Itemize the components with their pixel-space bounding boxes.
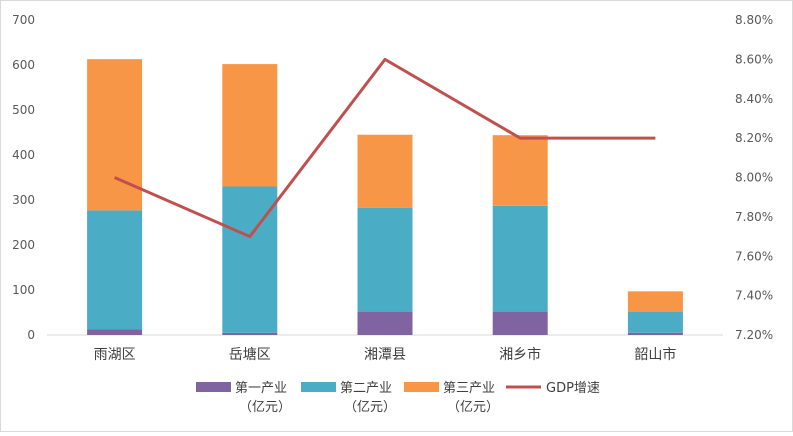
- category-label: 岳塘区: [229, 347, 271, 363]
- line-series-path: [113, 57, 656, 239]
- legend-label: 第二产业: [340, 381, 392, 396]
- left-axis-tick-label: 100: [12, 283, 35, 297]
- bar-segment: [492, 311, 548, 335]
- left-axis-tick-label: 400: [12, 148, 35, 162]
- bar-segment: [492, 135, 548, 206]
- category-labels: 雨湖区 岳塘区 湘潭县 湘乡市 韶山市: [94, 346, 677, 363]
- right-axis-tick-label: 8.00%: [735, 171, 773, 185]
- right-axis-ticks: 7.20% 7.40% 7.60% 7.80% 8.00% 8.20% 8.40% 8.60%…: [735, 13, 773, 342]
- category-label: 湘乡市: [499, 346, 541, 363]
- right-axis-tick-label: 7.20%: [735, 328, 773, 342]
- bar-segment: [627, 291, 683, 312]
- right-axis-tick-label: 8.60%: [735, 52, 773, 66]
- bar-segment: [627, 311, 683, 333]
- left-axis-tick-label: 500: [12, 103, 35, 117]
- bar-segment: [627, 332, 683, 335]
- legend-label: GDP增速: [546, 381, 600, 396]
- bar-segment: [357, 207, 413, 312]
- bar-segment: [222, 186, 278, 333]
- left-axis-tick-label: 0: [27, 328, 35, 342]
- bar-segment: [492, 205, 548, 312]
- left-axis-ticks: 0 100 200 300 400 500 600 700: [12, 13, 35, 342]
- bar-series: [87, 59, 683, 335]
- legend-label: 第三产业: [443, 381, 495, 396]
- right-axis-tick-label: 8.40%: [735, 92, 773, 106]
- legend-swatch: [301, 382, 336, 392]
- legend-swatch: [196, 382, 231, 392]
- right-axis-tick-label: 7.60%: [735, 249, 773, 263]
- legend-label: 第一产业: [235, 381, 287, 396]
- left-axis-tick-label: 300: [12, 193, 35, 207]
- bar-segment: [357, 311, 413, 335]
- bar-segment: [357, 134, 413, 208]
- category-label: 韶山市: [634, 346, 676, 363]
- bar-segment: [87, 210, 143, 330]
- legend-label: （亿元）: [344, 400, 396, 415]
- left-axis-tick-label: 200: [12, 238, 35, 252]
- gdp-growth-line: [113, 57, 656, 239]
- left-axis-tick-label: 600: [12, 58, 35, 72]
- right-axis-tick-label: 7.40%: [735, 289, 773, 303]
- bar-segment: [87, 329, 143, 335]
- left-axis-tick-label: 700: [12, 13, 35, 27]
- bar-segment: [222, 332, 278, 335]
- legend-label: （亿元）: [239, 400, 291, 415]
- right-axis-tick-label: 8.80%: [735, 13, 773, 27]
- right-axis-tick-label: 8.20%: [735, 131, 773, 145]
- legend: 第一产业 （亿元） 第二产业 （亿元） 第三产业 （亿元） GDP增速: [196, 381, 600, 415]
- category-label: 雨湖区: [94, 347, 136, 363]
- legend-label: （亿元）: [447, 400, 499, 415]
- legend-swatch: [404, 382, 439, 392]
- right-axis-tick-label: 7.80%: [735, 210, 773, 224]
- bar-segment: [87, 59, 143, 211]
- bar-segment: [222, 64, 278, 187]
- category-label: 湘潭县: [364, 346, 406, 363]
